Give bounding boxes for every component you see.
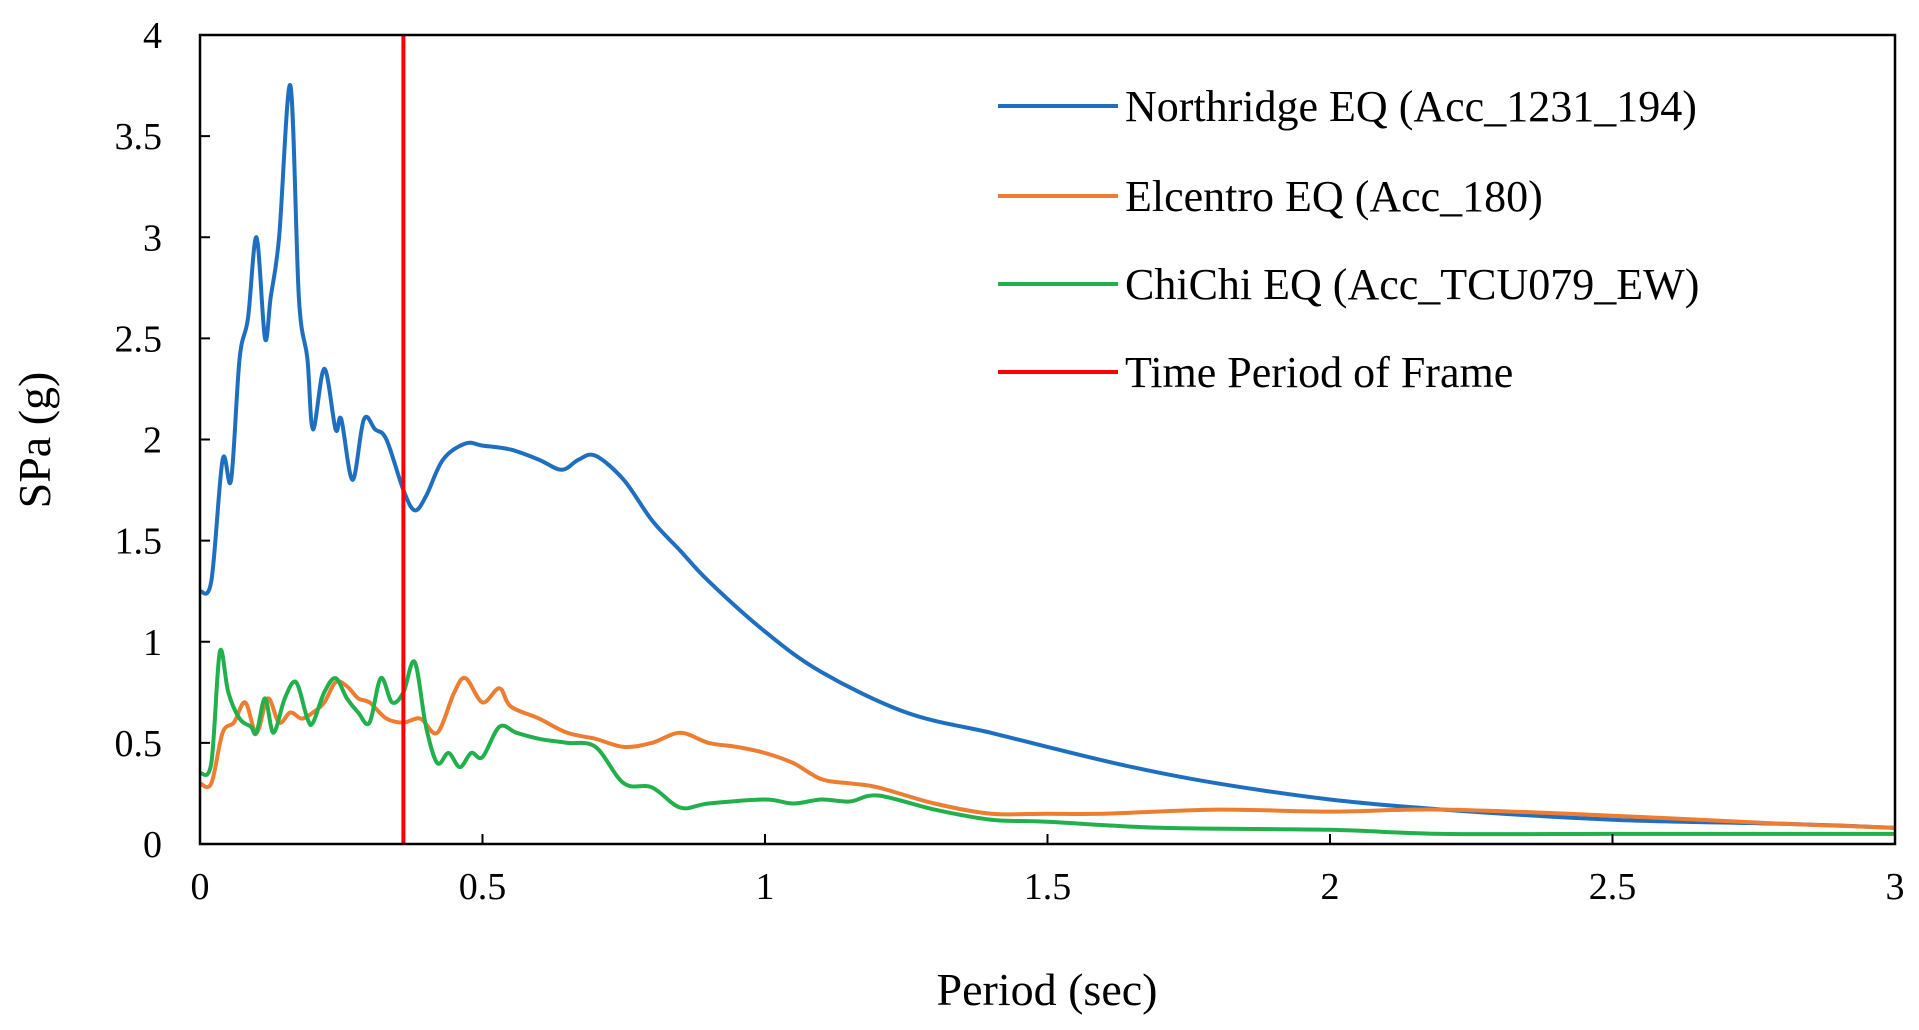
series-line-chichi (198, 647, 1895, 837)
x-tick-label: 2 (1321, 866, 1340, 908)
y-tick-label: 2 (143, 420, 162, 462)
x-tick-label: 0 (191, 866, 210, 908)
legend-label-chichi: ChiChi EQ (Acc_TCU079_EW) (1125, 260, 1699, 309)
x-tick-label: 1 (756, 866, 775, 908)
y-axis-title: SPa (g) (9, 372, 60, 509)
legend-label-elcentro: Elcentro EQ (Acc_180) (1125, 172, 1543, 221)
y-tick-label: 3 (143, 217, 162, 259)
y-tick-label: 0.5 (115, 723, 163, 765)
legend-label-northridge: Northridge EQ (Acc_1231_194) (1125, 82, 1697, 131)
y-tick-label: 0 (143, 824, 162, 866)
plot-series-layer (198, 83, 1896, 837)
y-tick-label: 4 (143, 15, 162, 57)
y-axis-ticks: 0 0.5 1 1.5 2 2.5 3 3.5 4 (115, 15, 210, 866)
y-tick-label: 1.5 (115, 521, 163, 563)
x-tick-label: 3 (1886, 866, 1905, 908)
x-axis-ticks: 0 0.5 1 1.5 2 2.5 3 (191, 834, 1905, 908)
x-axis-title: Period (sec) (937, 964, 1158, 1015)
y-tick-label: 3.5 (115, 116, 163, 158)
y-tick-label: 1 (143, 622, 162, 664)
x-tick-label: 1.5 (1024, 866, 1072, 908)
series-line-elcentro (199, 675, 1896, 830)
x-tick-label: 2.5 (1589, 866, 1637, 908)
legend: Northridge EQ (Acc_1231_194) Elcentro EQ… (998, 82, 1699, 397)
series-line-northridge (198, 83, 1896, 830)
x-tick-label: 0.5 (459, 866, 507, 908)
legend-label-time-period: Time Period of Frame (1125, 348, 1513, 397)
y-tick-label: 2.5 (115, 318, 163, 360)
